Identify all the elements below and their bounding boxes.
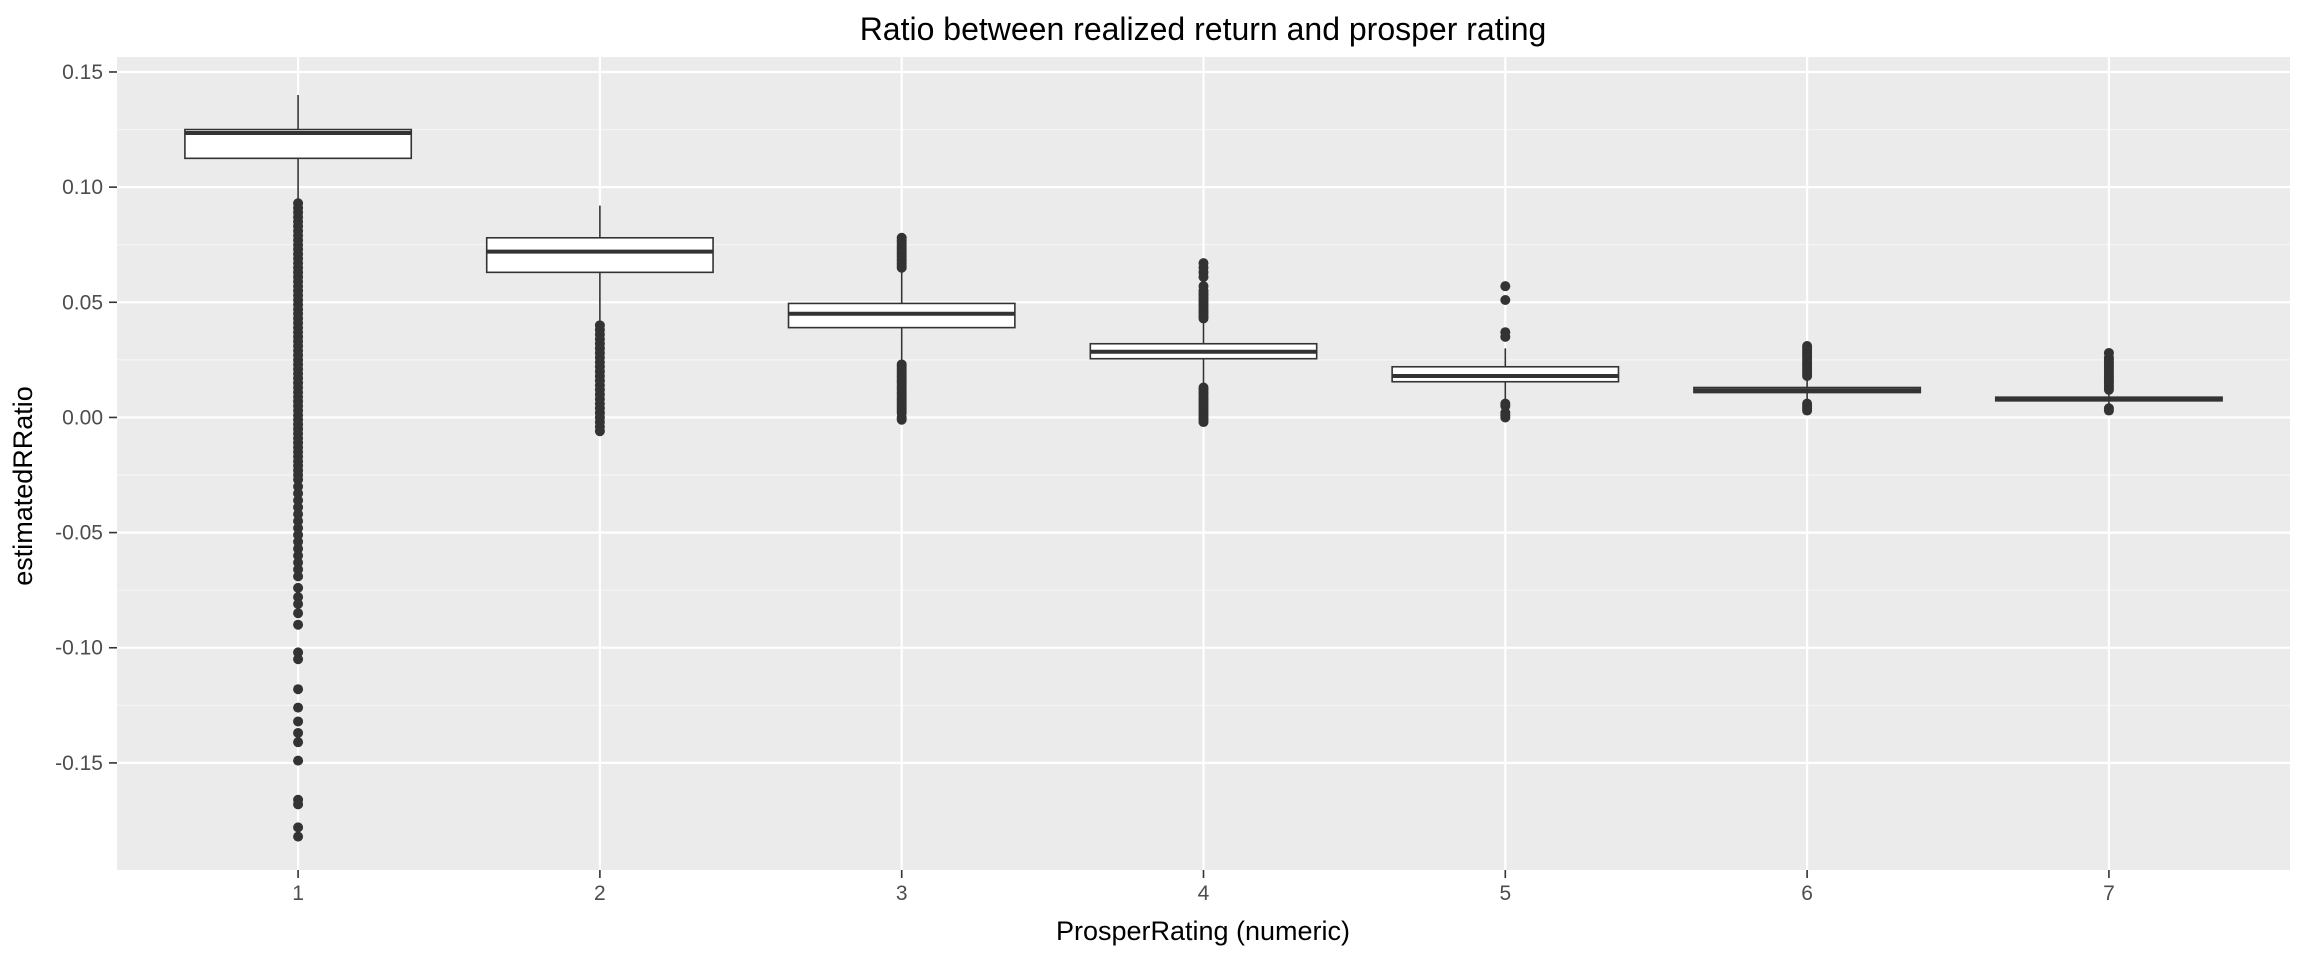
outlier-point [293, 550, 304, 561]
y-tick-label: -0.05 [55, 522, 103, 545]
x-axis-title: ProsperRating (numeric) [1056, 916, 1350, 946]
outlier-point [293, 737, 304, 748]
outlier-point [293, 543, 304, 554]
box-group [1994, 347, 2223, 416]
outlier-point [293, 592, 304, 603]
box-group [787, 232, 1016, 425]
outlier-point [896, 262, 907, 273]
box-group [485, 205, 714, 437]
outlier-point [293, 571, 304, 582]
outlier-point [293, 536, 304, 547]
outlier-point [1500, 331, 1511, 342]
outlier-point [293, 822, 304, 833]
x-tick-label: 4 [1198, 882, 1210, 905]
outlier-point [293, 529, 304, 540]
x-tick-label: 6 [1801, 882, 1813, 905]
outlier-point [293, 522, 304, 533]
x-tick-label: 5 [1499, 882, 1511, 905]
outlier-point [1500, 400, 1511, 411]
y-axis-title: estimatedRRatio [8, 386, 38, 586]
outlier-point [2103, 384, 2114, 395]
outlier-point [293, 564, 304, 575]
outlier-point [293, 474, 304, 485]
outlier-point [293, 481, 304, 492]
y-tick-label: -0.15 [55, 752, 103, 775]
outlier-point [1500, 294, 1511, 305]
outlier-point [293, 755, 304, 766]
outlier-point [293, 608, 304, 619]
outlier-point [293, 502, 304, 513]
outlier-point [293, 647, 304, 658]
box-iqr [485, 236, 714, 274]
outlier-point [293, 702, 304, 713]
y-tick-label: 0.15 [62, 61, 103, 84]
box-group [1089, 258, 1318, 428]
outlier-point [1198, 271, 1209, 282]
x-tick-label: 7 [2103, 882, 2115, 905]
outlier-point [293, 582, 304, 593]
y-tick-label: 0.10 [62, 176, 103, 199]
outlier-point [1500, 281, 1511, 292]
outlier-point [293, 619, 304, 630]
outlier-point [293, 516, 304, 527]
box-group [1693, 341, 1922, 416]
outlier-point [293, 654, 304, 665]
outlier-point [293, 684, 304, 695]
outlier-point [1802, 370, 1813, 381]
outlier-point [293, 488, 304, 499]
outlier-point [594, 426, 605, 437]
outlier-point [293, 799, 304, 810]
outlier-point [1198, 417, 1209, 428]
outlier-point [293, 727, 304, 738]
boxes [184, 95, 2223, 842]
outlier-point [293, 495, 304, 506]
outlier-point [293, 557, 304, 568]
outlier-point [1802, 405, 1813, 416]
x-tick-label: 3 [896, 882, 908, 905]
outlier-point [293, 598, 304, 609]
outlier-point [1198, 313, 1209, 324]
outlier-point [293, 831, 304, 842]
y-tick-label: -0.10 [55, 637, 103, 660]
y-tick-label: 0.00 [62, 406, 103, 429]
x-tick-label: 1 [292, 882, 304, 905]
x-tick-label: 2 [594, 882, 606, 905]
outlier-point [293, 509, 304, 520]
outlier-point [2103, 405, 2114, 416]
outlier-point [1500, 412, 1511, 423]
box-group [184, 95, 413, 842]
box-group [1391, 281, 1620, 423]
y-tick-label: 0.05 [62, 291, 103, 314]
outlier-point [896, 414, 907, 425]
outlier-point [293, 716, 304, 727]
chart-title: Ratio between realized return and prospe… [860, 11, 1547, 47]
axes: 0.15 0.10 0.05 0.00 -0.05 -0.10 -0.15 1 2 3 4 5 6 7 [55, 61, 2115, 905]
